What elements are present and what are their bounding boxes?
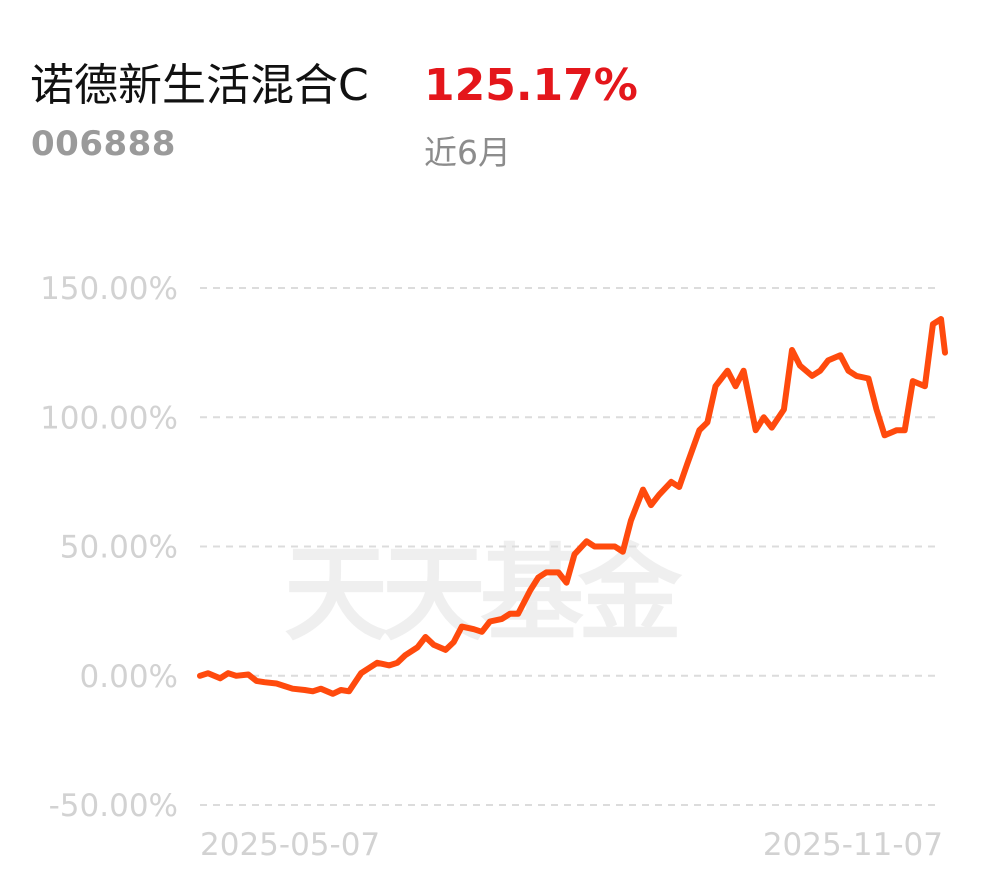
fund-code: 006888 <box>31 124 176 164</box>
chart-grid <box>200 287 940 806</box>
y-tick-label: 150.00% <box>40 271 178 307</box>
period-label: 近6月 <box>424 133 511 172</box>
x-tick-label: 2025-11-07 <box>763 827 943 863</box>
x-axis-ticks: 2025-05-07 2025-11-07 <box>200 827 943 863</box>
y-tick-label: 100.00% <box>40 400 178 436</box>
return-value: 125.17% <box>424 60 638 111</box>
fund-name: 诺德新生活混合C <box>30 60 369 111</box>
y-tick-label: 0.00% <box>80 659 178 695</box>
y-tick-label: -50.00% <box>49 788 178 824</box>
series-line <box>197 316 948 697</box>
x-tick-label: 2025-05-07 <box>200 827 380 863</box>
y-axis-ticks: 150.00% 100.00% 50.00% 0.00% -50.00% <box>40 271 178 824</box>
y-tick-label: 50.00% <box>60 530 178 566</box>
